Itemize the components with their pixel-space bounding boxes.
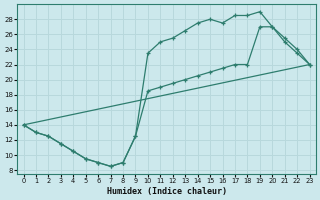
X-axis label: Humidex (Indice chaleur): Humidex (Indice chaleur)	[107, 187, 227, 196]
